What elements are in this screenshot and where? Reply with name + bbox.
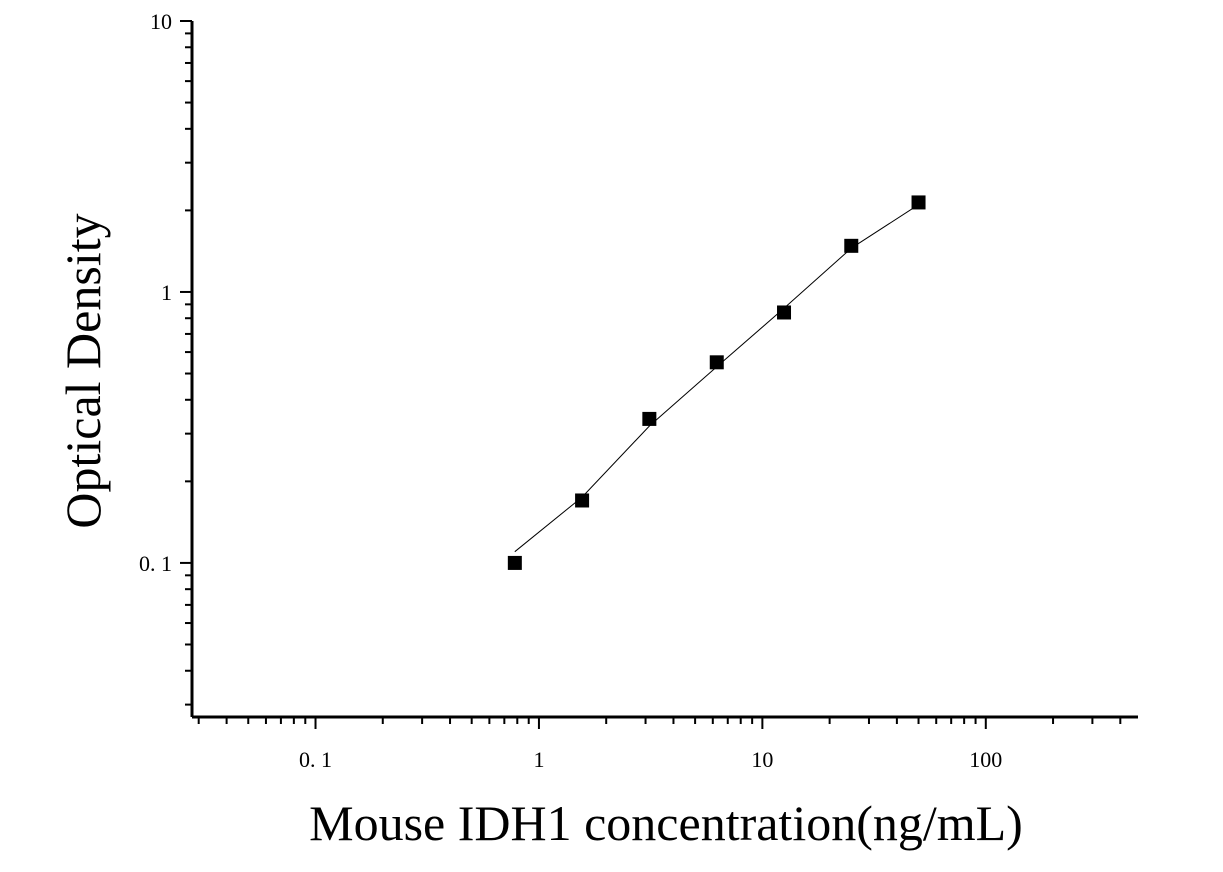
x-tick-label: 1 xyxy=(533,747,544,772)
axes: 0. 1 1 10 100 0. 1 1 10 xyxy=(139,9,1138,772)
data-point xyxy=(911,195,926,210)
data-point xyxy=(777,305,792,320)
x-tick-label: 100 xyxy=(969,747,1002,772)
y-tick-label: 0. 1 xyxy=(139,551,172,576)
data-points-group xyxy=(507,195,926,570)
y-tick-label: 1 xyxy=(161,280,172,305)
x-tick-label: 0. 1 xyxy=(299,747,332,772)
y-axis-title: Optical Density xyxy=(55,213,111,528)
data-point xyxy=(642,411,657,426)
data-point xyxy=(575,493,590,508)
x-tick-label: 10 xyxy=(751,747,773,772)
y-tick-label: 10 xyxy=(150,9,172,34)
data-point xyxy=(709,355,724,370)
data-point xyxy=(507,555,522,570)
x-axis-title: Mouse IDH1 concentration(ng/mL) xyxy=(309,795,1023,851)
data-point xyxy=(844,238,859,253)
